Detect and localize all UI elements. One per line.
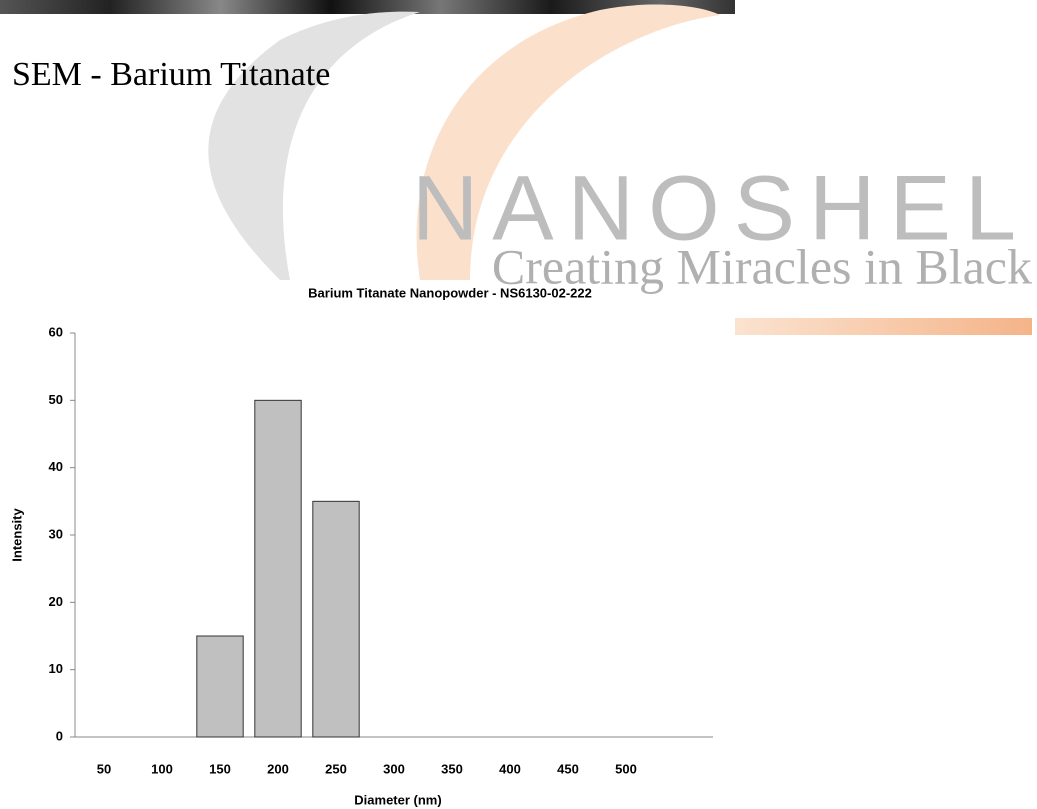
x-tick-label: 50 [97,761,111,776]
y-tick-label: 20 [49,594,63,609]
page: NANOSHEL Creating Miracles in Black SEM … [0,0,1037,809]
x-tick-label: 350 [441,761,463,776]
y-tick-label: 10 [49,661,63,676]
y-tick-label: 30 [49,526,63,541]
watermark-bar [735,318,1032,335]
chart-title: Barium Titanate Nanopowder - NS6130-02-2… [308,285,592,300]
page-canvas: NANOSHEL Creating Miracles in Black SEM … [0,0,1037,809]
y-tick-label: 40 [49,459,63,474]
x-tick-label: 250 [325,761,347,776]
x-axis-title: Diameter (nm) [354,792,441,807]
bar [255,400,301,737]
watermark-arc-gray [208,12,420,280]
y-tick-label: 50 [49,392,63,407]
y-axis-title: Intensity [9,508,24,562]
x-tick-label: 300 [383,761,405,776]
heading: SEM - Barium Titanate [12,56,330,93]
x-tick-label: 500 [615,761,637,776]
y-tick-label: 0 [56,728,63,743]
bar [313,501,359,737]
bar [197,636,243,737]
x-tick-label: 150 [209,761,231,776]
x-tick-label: 100 [151,761,173,776]
x-tick-label: 400 [499,761,521,776]
x-tick-label: 200 [267,761,289,776]
x-tick-label: 450 [557,761,579,776]
y-tick-label: 60 [49,324,63,339]
